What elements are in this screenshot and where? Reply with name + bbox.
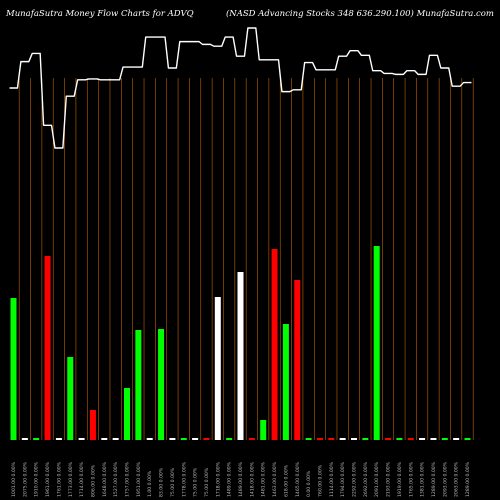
x-tick-label: 1951.00 0.00% (136, 461, 142, 497)
x-tick-label: 1714.00 0.00% (79, 461, 85, 497)
money-flow-bar (33, 438, 40, 440)
x-tick-label: 1761.00 0.00% (56, 461, 62, 497)
money-flow-bar (305, 438, 312, 440)
x-tick-label: 2093.00 0.00% (442, 461, 448, 497)
money-flow-bar (124, 388, 130, 440)
x-tick-label: 1463.00 0.00% (272, 461, 278, 497)
money-flow-bar (453, 438, 460, 440)
x-tick-label: 2193.00 0.00% (386, 461, 392, 497)
money-flow-bar (339, 438, 346, 440)
money-flow-bar (214, 297, 221, 440)
x-tick-label: 1489.00 0.00% (227, 461, 233, 497)
x-tick-label: 1910.00 0.00% (34, 461, 40, 497)
x-tick-label: 1418.00 0.00% (249, 461, 255, 497)
money-flow-bar (55, 438, 62, 440)
x-tick-label: 2091.00 0.00% (374, 461, 380, 497)
money-flow-bar (158, 329, 165, 440)
x-tick-label: 1289.00 0.00% (431, 461, 437, 497)
money-flow-bar (316, 438, 323, 440)
x-tick-label: 1773.00 0.00% (68, 461, 74, 497)
x-tick-label: 1794.00 0.00% (340, 461, 346, 497)
x-tick-label: 1919.00 0.00% (397, 461, 403, 497)
x-tick-label: 1961.00 0.00% (45, 461, 51, 497)
x-tick-label: 1527.00 0.00% (113, 461, 119, 497)
x-tick-label: 1757.00 0.00% (125, 461, 131, 497)
money-flow-bar (282, 324, 289, 440)
money-flow-bar (192, 438, 199, 440)
x-tick-label: 75.00 0.00% (204, 467, 210, 497)
x-tick-label: 2063.00 0.00% (454, 461, 460, 497)
money-flow-bar (430, 438, 437, 440)
x-tick-label: 1778.00 0.00% (181, 461, 187, 497)
x-tick-label: 760.00 0.00% (317, 464, 323, 497)
x-tick-label: 806.00 0.00% (90, 464, 96, 497)
money-flow-bar (248, 438, 255, 440)
x-tick-label: 83.00 0.00% (159, 467, 165, 497)
chart-source: (NASD Advancing Stocks 348 636.290.100) … (225, 9, 494, 19)
money-flow-bar (407, 438, 414, 440)
x-tick-label: 1718.00 0.00% (215, 461, 221, 497)
x-tick-label: 1648.00 0.00% (102, 461, 108, 497)
chart-title: MunafaSutra Money Flow Charts for ADVQ (6, 9, 194, 19)
money-flow-bar (419, 438, 426, 440)
x-tick-label: 75.00 0.00% (193, 467, 199, 497)
price-line (9, 27, 472, 149)
x-tick-label: 1765.00 0.00% (408, 461, 414, 497)
money-flow-bar (237, 272, 244, 440)
money-flow-bar (362, 438, 369, 440)
money-flow-bar (10, 298, 17, 440)
money-flow-bar (67, 357, 74, 440)
x-tick-label: 1381.00 0.00% (420, 461, 426, 497)
money-flow-bar (464, 438, 471, 440)
money-flow-bar (351, 438, 357, 440)
money-flow-bar (78, 438, 85, 440)
grid-lines (18, 78, 474, 440)
money-flow-bar (271, 249, 278, 440)
x-tick-label: 618.00 0.00% (283, 464, 289, 497)
money-flow-bar (89, 410, 96, 440)
x-tick-label: 75.00 0.00% (170, 467, 176, 497)
money-flow-bar (21, 438, 28, 440)
money-flow-bar (203, 438, 210, 440)
money-flow-bar (180, 438, 187, 440)
x-tick-label: 1114.00 0.00% (329, 461, 335, 497)
x-tick-label: 1481.00 0.00% (261, 461, 267, 497)
money-flow-bar (441, 438, 448, 440)
x-tick-label: 1.00 0.00% (147, 470, 153, 497)
x-tick-labels: 1001.00 0.00% 2075.00 0.00% 1910.00 0.00% 1… (11, 461, 471, 497)
money-flow-bar (44, 256, 51, 440)
money-flow-bar (294, 280, 301, 440)
money-flow-bar (328, 438, 335, 440)
money-flow-bar (373, 246, 380, 440)
money-flow-bar (260, 420, 267, 440)
price-line-path (9, 27, 472, 149)
x-tick-label: 1001.00 0.00% (11, 461, 17, 497)
x-tick-label: 1489.00 0.00% (238, 461, 244, 497)
money-flow-bar (385, 438, 392, 440)
bars (10, 246, 471, 440)
money-flow-bar (396, 438, 403, 440)
money-flow-bar (135, 330, 142, 440)
money-flow-bar (112, 438, 119, 440)
money-flow-bar (169, 438, 176, 440)
money-flow-bar (101, 438, 108, 440)
money-flow-bar (146, 438, 153, 440)
money-flow-bar (226, 438, 233, 440)
x-tick-label: 1465.00 0.00% (295, 461, 301, 497)
x-tick-label: 0.00 0.00% (306, 470, 312, 497)
x-tick-label: 2075.00 0.00% (22, 461, 28, 497)
x-tick-label: 2292.00 0.00% (352, 461, 358, 497)
x-tick-label: 2692.00 0.00% (363, 461, 369, 497)
x-tick-label: 1289.00 0.00% (465, 461, 471, 497)
